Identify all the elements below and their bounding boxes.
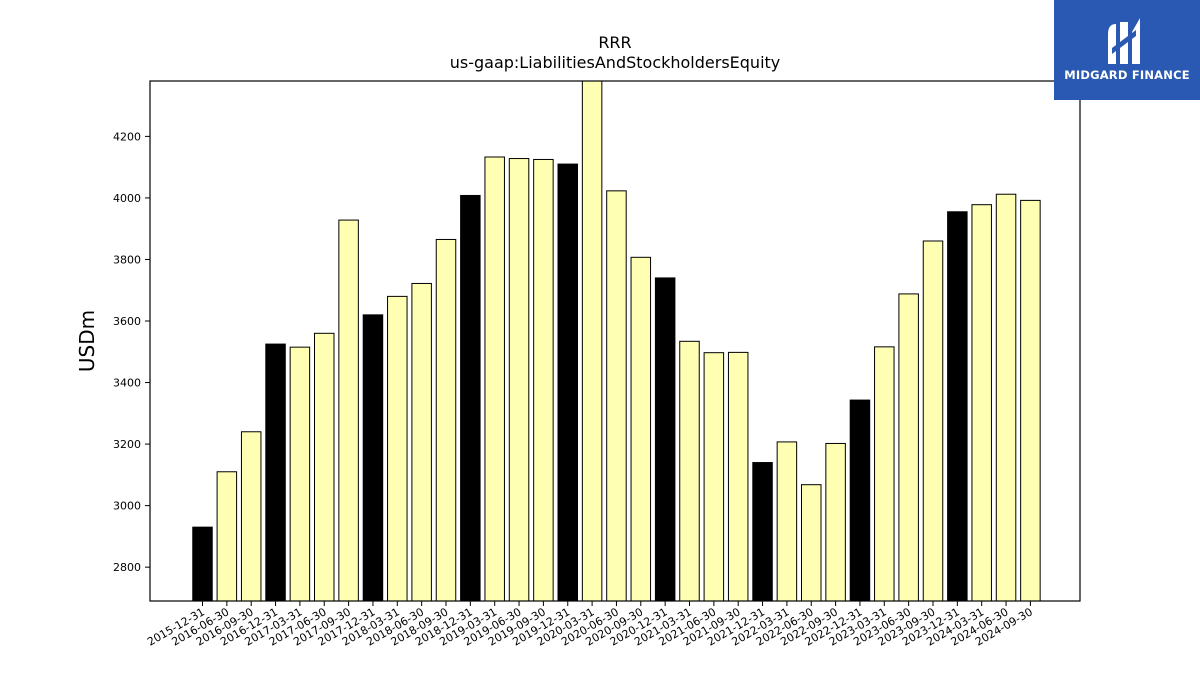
bar-2019-06-30 bbox=[508, 158, 530, 602]
chart-subtitle: us-gaap:LiabilitiesAndStockholdersEquity bbox=[450, 53, 781, 72]
y-axis-label: USDm bbox=[75, 310, 99, 372]
bar-2018-06-30 bbox=[411, 282, 432, 602]
bar-2021-06-30 bbox=[703, 352, 725, 602]
bar-2023-06-30 bbox=[898, 293, 919, 602]
bar-2020-03-31 bbox=[581, 80, 603, 602]
bars-group bbox=[192, 80, 1041, 602]
bar-2023-12-31 bbox=[947, 211, 968, 602]
bar-2015-12-31 bbox=[192, 526, 213, 602]
bar-2019-09-30 bbox=[533, 158, 554, 602]
bar-2016-09-30 bbox=[240, 431, 262, 602]
bar-2023-09-30 bbox=[922, 240, 944, 602]
bar-2016-12-31 bbox=[265, 343, 286, 602]
bar-2018-03-31 bbox=[387, 295, 408, 602]
brand-logo: MIDGARD FINANCE bbox=[1054, 0, 1200, 100]
y-axis: 2800 3000 3200 3400 3600 3800 4000 4200 bbox=[113, 130, 150, 574]
bar-2017-12-31 bbox=[362, 314, 384, 602]
bar-2021-09-30 bbox=[727, 351, 749, 602]
y-tick-label: 3400 bbox=[113, 377, 141, 390]
bar-2020-06-30 bbox=[606, 190, 627, 602]
brand-mark-icon bbox=[1108, 18, 1140, 64]
bar-2023-03-31 bbox=[874, 346, 895, 602]
bar-2016-06-30 bbox=[216, 471, 238, 602]
bar-2018-09-30 bbox=[435, 238, 457, 602]
bar-2019-12-31 bbox=[557, 163, 578, 602]
bar-2019-03-31 bbox=[484, 156, 505, 602]
bar-2022-12-31 bbox=[849, 399, 871, 602]
y-tick-label: 4000 bbox=[113, 192, 141, 205]
bar-2020-09-30 bbox=[630, 256, 652, 602]
bar-2024-06-30 bbox=[995, 193, 1017, 602]
bar-2022-06-30 bbox=[801, 484, 822, 602]
chart-title: RRR bbox=[598, 33, 631, 52]
bar-2017-09-30 bbox=[338, 219, 359, 602]
y-tick-label: 3200 bbox=[113, 438, 141, 451]
y-tick-label: 3000 bbox=[113, 500, 141, 513]
bar-2017-06-30 bbox=[314, 332, 335, 602]
bar-2024-03-31 bbox=[971, 204, 992, 602]
y-tick-label: 3600 bbox=[113, 315, 141, 328]
plot-frame bbox=[149, 80, 1081, 602]
bar-2021-12-31 bbox=[752, 462, 773, 602]
y-tick-label: 4200 bbox=[113, 130, 141, 143]
brand-name: MIDGARD FINANCE bbox=[1064, 68, 1190, 82]
bar-2020-12-31 bbox=[654, 277, 676, 602]
bar-2024-09-30 bbox=[1020, 199, 1041, 602]
y-tick-label: 3800 bbox=[113, 253, 141, 266]
bar-2022-09-30 bbox=[825, 442, 846, 602]
bar-2022-03-31 bbox=[776, 441, 798, 602]
x-axis: 2015-12-312016-06-302016-09-302016-12-31… bbox=[145, 601, 1035, 649]
y-tick-label: 2800 bbox=[113, 561, 141, 574]
bar-2018-12-31 bbox=[460, 194, 481, 602]
bar-2021-03-31 bbox=[679, 340, 700, 602]
bar-2017-03-31 bbox=[289, 346, 311, 602]
